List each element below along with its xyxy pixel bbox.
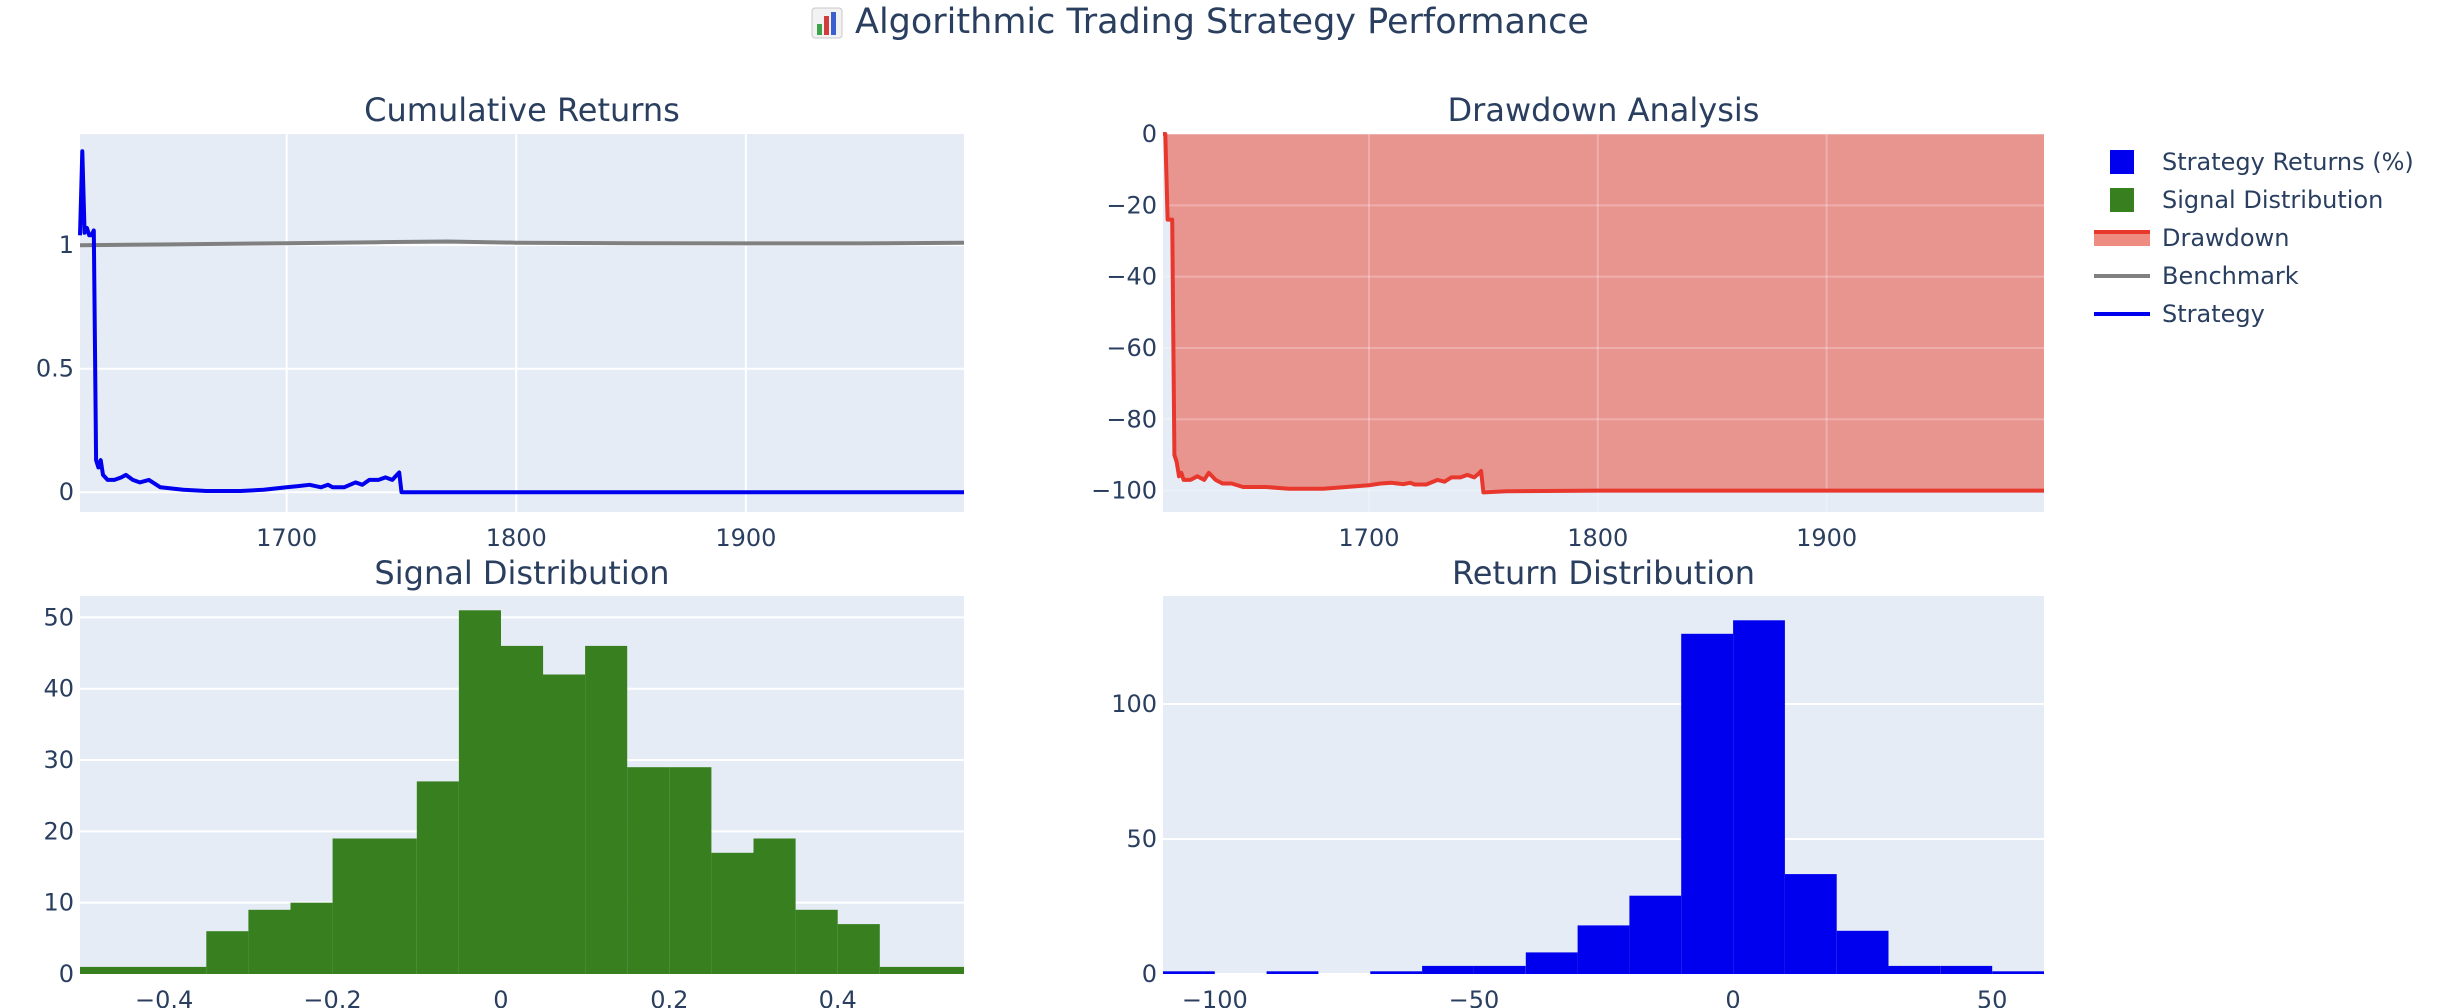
histogram-bar[interactable] (206, 931, 249, 974)
histogram-bar[interactable] (1940, 965, 1993, 974)
y-tick-label: 0 (59, 960, 74, 988)
subplot-title: Cumulative Returns (364, 91, 680, 129)
y-tick-label: 40 (43, 675, 74, 703)
legend-item-strategy[interactable]: Strategy (2094, 300, 2265, 328)
histogram-bar[interactable] (1370, 971, 1423, 974)
legend-label: Drawdown (2162, 224, 2289, 252)
legend[interactable]: Strategy Returns (%) Signal Distribution D… (2094, 148, 2414, 328)
legend-label: Strategy (2162, 300, 2265, 328)
histogram-bar[interactable] (585, 645, 628, 974)
x-tick-label: 50 (1977, 986, 2008, 1008)
legend-item-strategy-returns[interactable]: Strategy Returns (%) (2110, 148, 2414, 176)
histogram-bar[interactable] (80, 966, 207, 974)
y-tick-label: −80 (1106, 405, 1157, 433)
x-tick-label: 0 (1725, 986, 1740, 1008)
plot-background (80, 134, 964, 512)
subplot-title: Drawdown Analysis (1448, 91, 1760, 129)
histogram-bar[interactable] (416, 781, 459, 974)
histogram-bar[interactable] (1784, 874, 1837, 974)
series-line-benchmark[interactable] (79, 239, 965, 248)
histogram-bar[interactable] (1888, 965, 1941, 974)
x-tick-label: 1900 (1796, 524, 1857, 552)
histogram-bar[interactable] (669, 767, 712, 974)
x-tick-label: 0 (493, 986, 508, 1008)
legend-swatch (2110, 188, 2134, 212)
y-tick-label: 30 (43, 746, 74, 774)
histogram-bar[interactable] (1733, 620, 1785, 974)
series-line-drawdown[interactable] (1163, 132, 2044, 495)
series-line-strategy[interactable] (78, 149, 964, 495)
x-tick-label: −0.2 (303, 986, 361, 1008)
histogram-bar[interactable] (795, 909, 838, 974)
y-tick-label: −40 (1106, 263, 1157, 291)
y-tick-label: 100 (1111, 690, 1157, 718)
y-tick-label: 10 (43, 889, 74, 917)
histogram-bar[interactable] (1266, 971, 1319, 974)
histogram-bar[interactable] (248, 909, 291, 974)
histogram-bar[interactable] (837, 924, 880, 974)
histogram-bar[interactable] (458, 610, 501, 974)
legend-swatch (2110, 150, 2134, 174)
y-tick-label: −100 (1091, 477, 1157, 505)
x-tick-label: 1700 (1338, 524, 1399, 552)
drawdown-analysis-plot: Drawdown Analysis 0 −20 −40 −60 −80 −100 1700 18… (1091, 91, 2044, 552)
histogram-bar[interactable] (1992, 971, 2044, 974)
y-tick-label: 1 (59, 231, 74, 259)
histogram-bar[interactable] (543, 674, 586, 975)
cumulative-returns-plot: Cumulative Returns 0 0.5 1 1700 1800 1900 (36, 91, 965, 552)
x-tick-label: −50 (1449, 986, 1500, 1008)
legend-label: Signal Distribution (2162, 186, 2383, 214)
x-tick-label: 1900 (715, 524, 776, 552)
signal-distribution-plot: Signal Distribution 0 10 20 30 40 50 −0.4 −0.2 0 0… (43, 554, 964, 1008)
histogram-bar[interactable] (501, 645, 544, 974)
x-tick-label: 1800 (1567, 524, 1628, 552)
histogram-bar[interactable] (1577, 925, 1630, 974)
x-tick-label: 0.4 (819, 986, 857, 1008)
y-tick-label: 0 (59, 478, 74, 506)
x-tick-label: −100 (1182, 986, 1248, 1008)
y-tick-label: 0 (1142, 960, 1157, 988)
histogram-bar[interactable] (879, 966, 964, 974)
drawdown-area[interactable] (1163, 134, 2044, 493)
return-distribution-plot: Return Distribution 0 50 100 −100 −50 0 50 (1111, 554, 2044, 1008)
histogram-bar[interactable] (1836, 930, 1889, 974)
y-tick-label: 20 (43, 817, 74, 845)
x-tick-label: −0.4 (135, 986, 193, 1008)
subplot-title: Return Distribution (1452, 554, 1755, 592)
histogram-bar[interactable] (332, 838, 417, 975)
y-tick-label: −60 (1106, 334, 1157, 362)
histogram-bar[interactable] (1422, 965, 1474, 974)
legend-label: Benchmark (2162, 262, 2299, 290)
chart-emoji-icon (811, 7, 843, 39)
y-tick-label: 50 (1126, 825, 1157, 853)
x-tick-label: 1700 (256, 524, 317, 552)
histogram-bar[interactable] (1681, 633, 1733, 974)
x-tick-label: 0.2 (650, 986, 688, 1008)
y-tick-label: −20 (1106, 191, 1157, 219)
legend-item-drawdown[interactable]: Drawdown (2094, 224, 2289, 252)
x-tick-label: 1800 (486, 524, 547, 552)
subplot-title: Signal Distribution (374, 554, 669, 592)
y-tick-label: 0 (1142, 120, 1157, 148)
histogram-bar[interactable] (627, 767, 670, 974)
histogram-bar[interactable] (711, 852, 754, 974)
legend-item-benchmark[interactable]: Benchmark (2094, 262, 2299, 290)
histogram-bar[interactable] (753, 838, 796, 975)
histogram-bar[interactable] (1473, 965, 1526, 974)
main-title: Algorithmic Trading Strategy Performance (811, 2, 1589, 42)
legend-label: Strategy Returns (%) (2162, 148, 2414, 176)
histogram-bar[interactable] (1163, 971, 1215, 974)
plot-background (1163, 596, 2044, 974)
legend-item-signal-distribution[interactable]: Signal Distribution (2110, 186, 2383, 214)
main-title-text: Algorithmic Trading Strategy Performance (855, 2, 1589, 42)
histogram-bar[interactable] (1629, 895, 1682, 974)
y-tick-label: 0.5 (36, 355, 74, 383)
histogram-bar[interactable] (290, 902, 333, 974)
histogram-bar[interactable] (1525, 952, 1578, 974)
y-tick-label: 50 (43, 603, 74, 631)
